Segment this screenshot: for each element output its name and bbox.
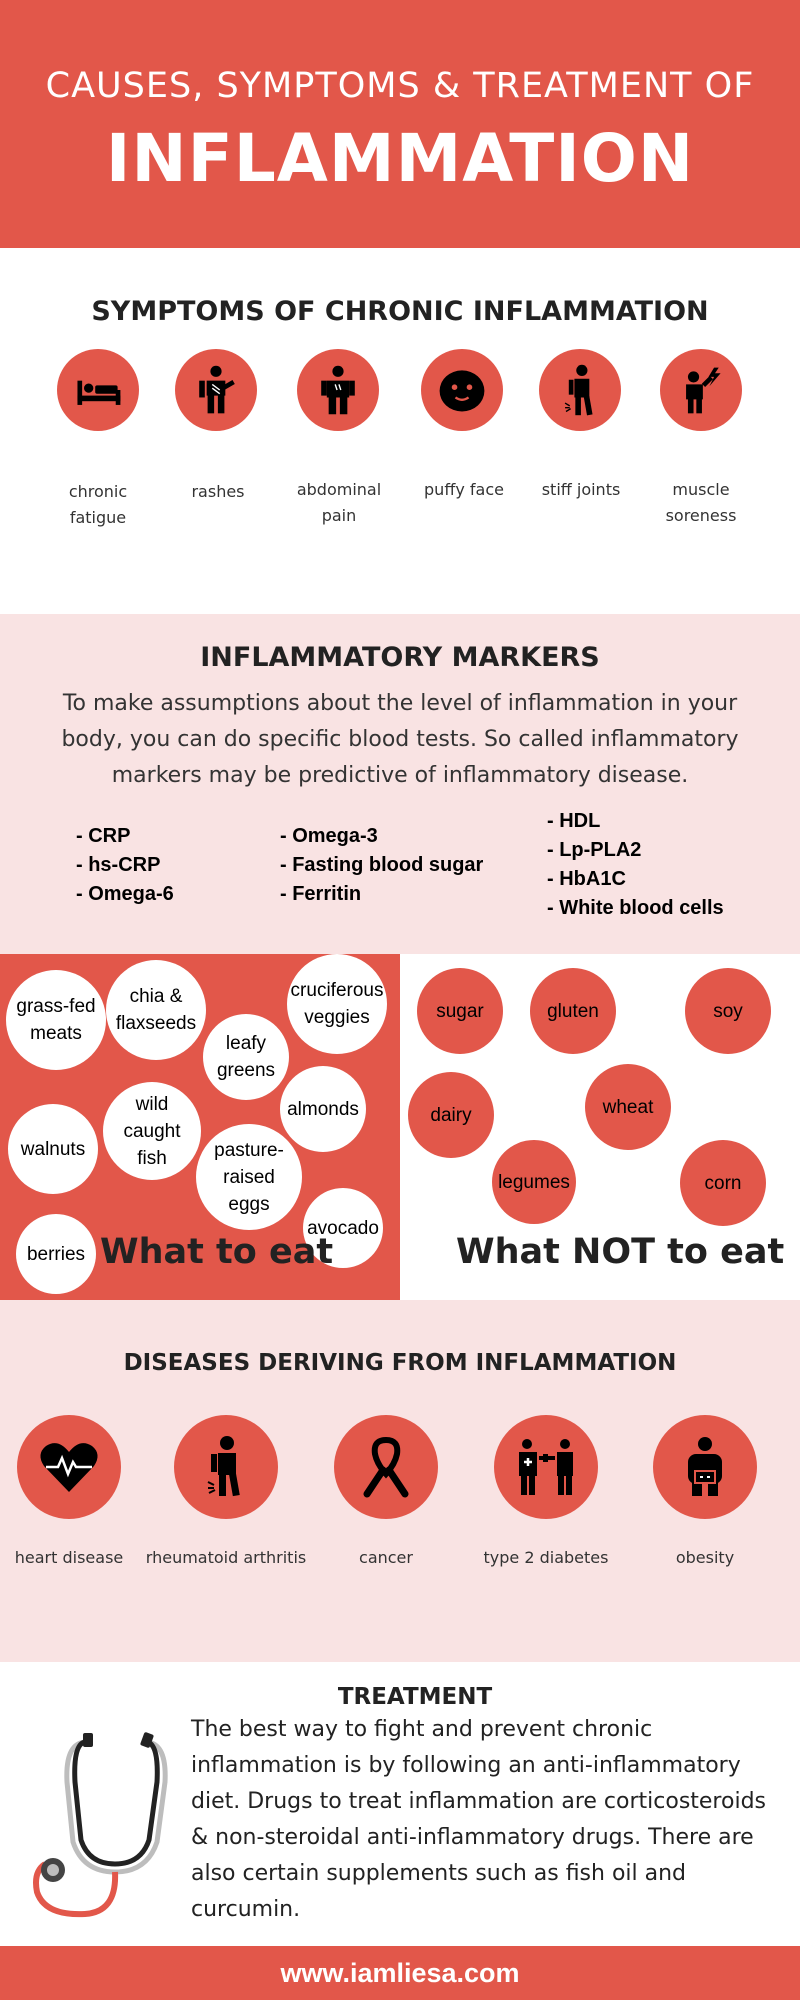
marker-item: - CRP (76, 825, 131, 847)
symptom-label-abdominal-pain: abdominal pain (296, 480, 382, 525)
diabetes-icon (494, 1415, 598, 1519)
marker-item: - Omega-6 (76, 883, 174, 905)
food-good: cruciferous veggies (287, 954, 387, 1054)
symptoms-section: SYMPTOMS OF CHRONIC INFLAMMATION chronic… (0, 248, 800, 614)
food-bad: legumes (492, 1140, 576, 1224)
food-good: chia & flaxseeds (106, 960, 206, 1060)
symptom-label-chronic-fatigue: chronic fatigue (68, 482, 128, 527)
markers-list-2: - Omega-3 - Fasting blood sugar - Ferrit… (280, 822, 483, 909)
bed-icon (57, 349, 139, 431)
marker-item: - White blood cells (547, 897, 724, 919)
food-bad: corn (680, 1140, 766, 1226)
symptom-label-stiff-joints: stiff joints (541, 480, 621, 499)
treatment-text: The best way to fight and prevent chroni… (191, 1717, 766, 1922)
food-bad: wheat (585, 1064, 671, 1150)
header: CAUSES, SYMPTOMS & TREATMENT OF INFLAMMA… (0, 0, 800, 248)
scratching-person-icon (175, 349, 257, 431)
disease-label-cancer: cancer (359, 1548, 413, 1567)
disease-label-heart: heart disease (14, 1548, 124, 1567)
marker-item: - HbA1C (547, 868, 626, 890)
marker-item: - HDL (547, 810, 601, 832)
markers-title: INFLAMMATORY MARKERS (200, 642, 600, 673)
food-good: berries (16, 1214, 96, 1294)
food-bad: dairy (408, 1072, 494, 1158)
food-good: grass-fed meats (6, 970, 106, 1070)
stomach-pain-icon (297, 349, 379, 431)
food-good: pasture-raised eggs (196, 1124, 302, 1230)
disease-label-diabetes: type 2 diabetes (483, 1548, 609, 1567)
symptoms-title: SYMPTOMS OF CHRONIC INFLAMMATION (91, 296, 709, 327)
cancer-ribbon-icon (334, 1415, 438, 1519)
symptom-label-puffy-face: puffy face (424, 480, 504, 499)
markers-section: INFLAMMATORY MARKERS To make assumptions… (0, 614, 800, 954)
food-bad: gluten (530, 968, 616, 1054)
diseases-title: DISEASES DERIVING FROM INFLAMMATION (123, 1350, 677, 1376)
marker-item: - hs-CRP (76, 854, 161, 876)
symptom-label-muscle-soreness: muscle soreness (665, 480, 737, 525)
symptom-label-rashes: rashes (191, 482, 245, 501)
disease-label-arthritis: rheumatoid arthritis (145, 1548, 307, 1567)
food-good: leafy greens (203, 1014, 289, 1100)
food-good: almonds (280, 1066, 366, 1152)
food-good: wild caught fish (103, 1082, 201, 1180)
header-subtitle: CAUSES, SYMPTOMS & TREATMENT OF (45, 66, 755, 106)
footer-link[interactable]: www.iamliesa.com (280, 1958, 520, 1988)
food-bad: soy (685, 968, 771, 1054)
header-title: INFLAMMATION (105, 120, 695, 197)
heartbeat-icon (17, 1415, 121, 1519)
puffy-face-icon (421, 349, 503, 431)
marker-item: - Lp-PLA2 (547, 839, 642, 861)
what-not-to-eat-title: What NOT to eat (456, 1232, 785, 1272)
marker-item: - Fasting blood sugar (280, 854, 484, 876)
what-to-eat-title: What to eat (100, 1232, 334, 1272)
stiff-joints-icon (539, 349, 621, 431)
treatment-title: TREATMENT (337, 1684, 493, 1710)
markers-list-3: - HDL - Lp-PLA2 - HbA1C - White blood ce… (547, 807, 724, 923)
food-good: avocado (303, 1188, 383, 1268)
treatment-section: TREATMENT The best way to fight and prev… (0, 1662, 800, 1946)
diseases-section: DISEASES DERIVING FROM INFLAMMATION hear… (0, 1300, 800, 1662)
markers-description: To make assumptions about the level of i… (61, 691, 739, 788)
disease-label-obesity: obesity (675, 1548, 735, 1567)
sore-muscle-icon (660, 349, 742, 431)
arthritis-icon (174, 1415, 278, 1519)
food-good: walnuts (8, 1104, 98, 1194)
stethoscope-icon (25, 1722, 175, 1947)
food-bad: sugar (417, 968, 503, 1054)
marker-item: - Ferritin (280, 883, 362, 905)
what-not-to-eat-section: sugar gluten soy dairy wheat legumes cor… (400, 954, 800, 1300)
markers-list-1: - CRP - hs-CRP - Omega-6 (76, 822, 174, 909)
footer: www.iamliesa.com (0, 1946, 800, 2000)
marker-item: - Omega-3 (280, 825, 378, 847)
what-to-eat-section: grass-fed meats chia & flaxseeds crucife… (0, 954, 400, 1300)
obesity-icon (653, 1415, 757, 1519)
